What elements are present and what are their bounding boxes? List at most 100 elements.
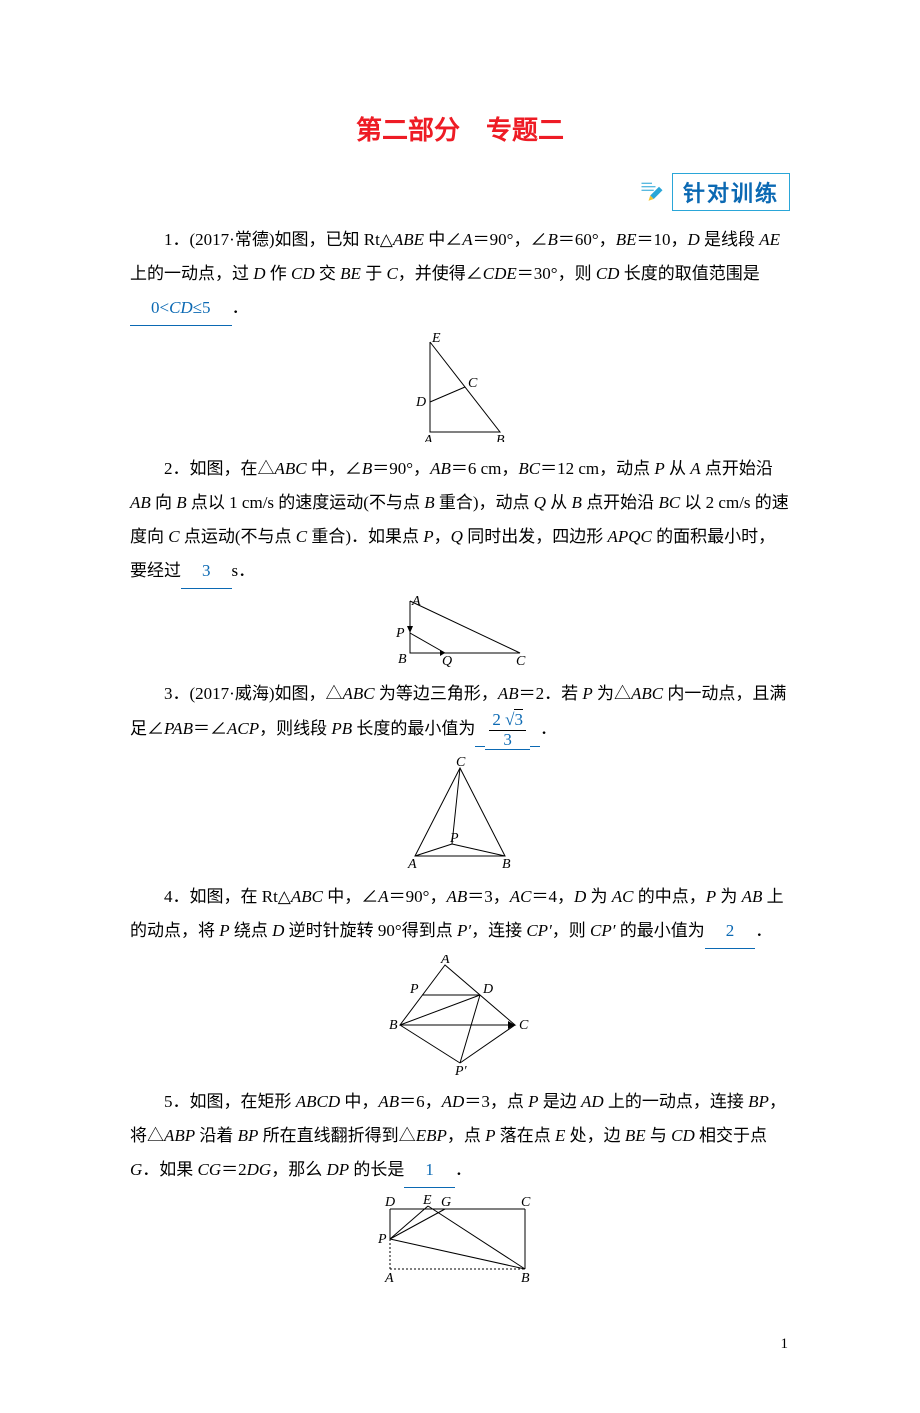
var: PAB bbox=[164, 719, 193, 738]
var: AE bbox=[759, 230, 780, 249]
text: 同时出发，四边形 bbox=[463, 527, 608, 546]
var: A bbox=[462, 230, 472, 249]
var: A bbox=[690, 459, 700, 478]
var: Q bbox=[451, 527, 463, 546]
label-P: P bbox=[449, 831, 459, 846]
label-P: P bbox=[377, 1232, 387, 1247]
text: 为△ bbox=[593, 684, 631, 703]
text: ＝6， bbox=[399, 1092, 442, 1111]
var: CP′ bbox=[590, 921, 615, 940]
text: ＝90°， bbox=[372, 459, 430, 478]
label-Q: Q bbox=[442, 654, 452, 667]
figure-4-svg: A P D B C P′ bbox=[385, 955, 535, 1075]
var: APQC bbox=[607, 527, 651, 546]
var: P bbox=[582, 684, 592, 703]
var: AB bbox=[130, 493, 151, 512]
label-P: P bbox=[395, 626, 405, 641]
var: AD bbox=[442, 1092, 465, 1111]
var: ACP bbox=[227, 719, 259, 738]
label-C: C bbox=[468, 376, 478, 391]
var: P bbox=[485, 1126, 495, 1145]
text: ＝90°， bbox=[389, 887, 447, 906]
text: 点开始沿 bbox=[582, 493, 659, 512]
label-A: A bbox=[440, 955, 450, 967]
var: CD bbox=[671, 1126, 695, 1145]
num-b: 3 bbox=[514, 709, 523, 729]
var: Q bbox=[534, 493, 546, 512]
label-P: P bbox=[409, 982, 419, 997]
problem-4: 4．如图，在 Rt△ABC 中，∠A＝90°，AB＝3，AC＝4，D 为 AC … bbox=[130, 880, 790, 949]
var: BC bbox=[658, 493, 680, 512]
text: ，则 bbox=[552, 921, 590, 940]
var: E bbox=[555, 1126, 565, 1145]
var: CD bbox=[291, 264, 315, 283]
text: 的最小值为 bbox=[616, 921, 705, 940]
label-A: A bbox=[411, 595, 421, 609]
text: 的长是 bbox=[349, 1160, 404, 1179]
text: 为等边三角形， bbox=[375, 684, 498, 703]
var: AB bbox=[742, 887, 763, 906]
figure-2-svg: A P B Q C bbox=[390, 595, 530, 667]
text: ≤5 bbox=[193, 298, 228, 317]
var: P bbox=[423, 527, 433, 546]
var: DG bbox=[247, 1160, 272, 1179]
var: ABC bbox=[275, 459, 307, 478]
label-C: C bbox=[521, 1195, 531, 1210]
text: 从 bbox=[546, 493, 572, 512]
label-D: D bbox=[482, 982, 493, 997]
var: CG bbox=[198, 1160, 222, 1179]
text: ，点 bbox=[447, 1126, 485, 1145]
label-A: A bbox=[407, 857, 417, 870]
blank bbox=[530, 712, 540, 747]
text: ． bbox=[755, 921, 772, 940]
text: ＝2 bbox=[221, 1160, 247, 1179]
text: 3．(2017·威海)如图，△ bbox=[164, 684, 342, 703]
var: AB bbox=[498, 684, 519, 703]
text: 为 bbox=[716, 887, 742, 906]
text: ． bbox=[540, 719, 557, 738]
label-A: A bbox=[423, 433, 433, 442]
text: ，则线段 bbox=[259, 719, 331, 738]
text: 上的一动点，连接 bbox=[604, 1092, 749, 1111]
label-B: B bbox=[521, 1271, 530, 1286]
label-Pp: P′ bbox=[454, 1064, 468, 1075]
problem-5: 5．如图，在矩形 ABCD 中，AB＝6，AD＝3，点 P 是边 AD 上的一动… bbox=[130, 1085, 790, 1188]
text: 0< bbox=[134, 298, 169, 317]
label-A: A bbox=[384, 1271, 394, 1286]
label-C: C bbox=[516, 654, 526, 667]
var: AC bbox=[612, 887, 634, 906]
text: 5．如图，在矩形 bbox=[164, 1092, 296, 1111]
answer-2: 3 bbox=[181, 554, 232, 589]
var: BC bbox=[518, 459, 540, 478]
text: ＝3，点 bbox=[464, 1092, 528, 1111]
text: 是边 bbox=[538, 1092, 581, 1111]
pencil-icon bbox=[638, 178, 666, 206]
var: D bbox=[574, 887, 586, 906]
var: BE bbox=[625, 1126, 646, 1145]
text: 重合)，动点 bbox=[435, 493, 534, 512]
var: D bbox=[272, 921, 284, 940]
var: B bbox=[572, 493, 582, 512]
section-label-box: 针对训练 bbox=[672, 173, 790, 211]
text: 逆时针旋转 90°得到点 bbox=[284, 921, 457, 940]
text: 上的一动点，过 bbox=[130, 264, 253, 283]
text: 交 bbox=[315, 264, 341, 283]
figure-1: E C D A B bbox=[130, 332, 790, 442]
text: ＝3， bbox=[467, 887, 510, 906]
problem-1: 1．(2017·常德)如图，已知 Rt△ABE 中∠A＝90°，∠B＝60°，B… bbox=[130, 223, 790, 326]
var: C bbox=[386, 264, 397, 283]
figure-4: A P D B C P′ bbox=[130, 955, 790, 1075]
var: D bbox=[253, 264, 265, 283]
figure-3: C P A B bbox=[130, 756, 790, 870]
problem-2: 2．如图，在△ABC 中，∠B＝90°，AB＝6 cm，BC＝12 cm，动点 … bbox=[130, 452, 790, 589]
var: C bbox=[296, 527, 307, 546]
var: G bbox=[130, 1160, 142, 1179]
var: B bbox=[176, 493, 186, 512]
text: ＝30°，则 bbox=[517, 264, 596, 283]
text: ． bbox=[232, 298, 249, 317]
text: ．如果 bbox=[142, 1160, 197, 1179]
var: BP bbox=[748, 1092, 769, 1111]
label-E: E bbox=[422, 1194, 432, 1208]
text: 1．(2017·常德)如图，已知 Rt△ bbox=[164, 230, 393, 249]
var: AB bbox=[378, 1092, 399, 1111]
